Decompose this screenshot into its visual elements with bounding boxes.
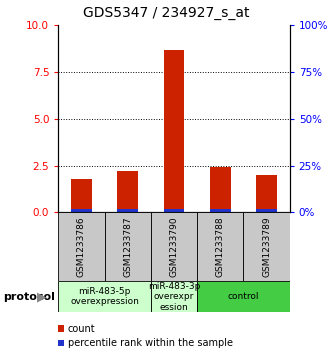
- Text: GSM1233786: GSM1233786: [77, 216, 86, 277]
- Text: GSM1233789: GSM1233789: [262, 216, 271, 277]
- Bar: [151, 281, 197, 312]
- Text: miR-483-5p
overexpression: miR-483-5p overexpression: [70, 287, 139, 306]
- Bar: [117, 209, 138, 212]
- Text: GSM1233787: GSM1233787: [123, 216, 132, 277]
- Text: control: control: [228, 292, 259, 301]
- Text: miR-483-3p
overexpr
ession: miR-483-3p overexpr ession: [148, 282, 200, 312]
- Text: ▶: ▶: [37, 290, 46, 303]
- Text: percentile rank within the sample: percentile rank within the sample: [68, 338, 232, 348]
- Bar: [58, 212, 105, 281]
- Bar: [58, 281, 151, 312]
- Bar: [256, 175, 277, 212]
- Bar: [197, 212, 243, 281]
- Bar: [210, 167, 231, 212]
- Bar: [164, 50, 184, 212]
- Bar: [71, 179, 92, 212]
- Text: count: count: [68, 323, 95, 334]
- Bar: [105, 212, 151, 281]
- Bar: [210, 209, 231, 212]
- Text: protocol: protocol: [3, 292, 55, 302]
- Bar: [256, 209, 277, 212]
- Bar: [71, 209, 92, 212]
- Bar: [197, 281, 290, 312]
- Bar: [164, 209, 184, 212]
- Bar: [117, 171, 138, 212]
- Bar: [151, 212, 197, 281]
- Text: GDS5347 / 234927_s_at: GDS5347 / 234927_s_at: [83, 6, 250, 20]
- Text: GSM1233788: GSM1233788: [216, 216, 225, 277]
- Text: GSM1233790: GSM1233790: [169, 216, 178, 277]
- Bar: [243, 212, 290, 281]
